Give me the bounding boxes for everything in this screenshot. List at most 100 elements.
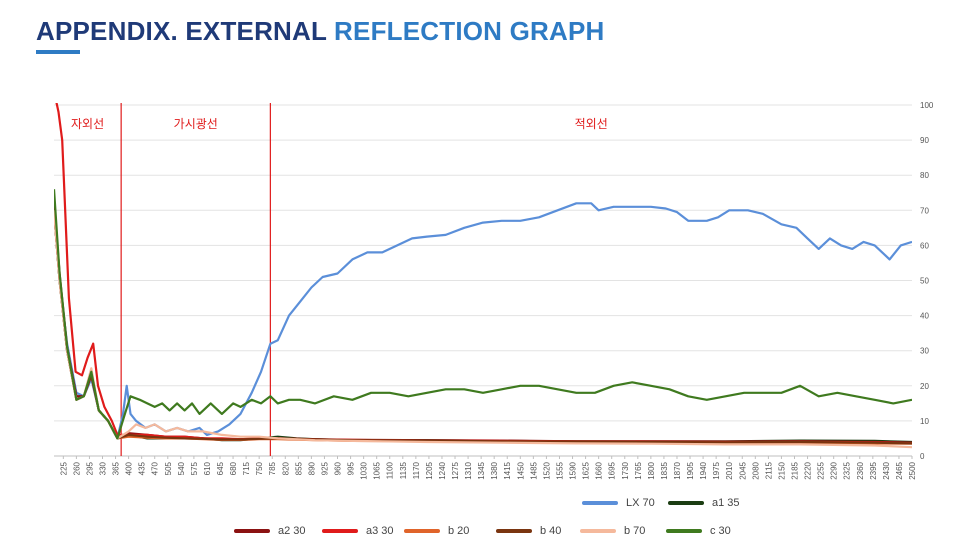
legend-swatch	[322, 529, 358, 533]
x-tick-label: 435	[138, 461, 147, 475]
legend-label: a2 30	[278, 525, 306, 537]
legend-item: b 40	[496, 525, 561, 537]
x-tick-label: 2360	[856, 461, 865, 479]
x-tick-label: 1660	[595, 461, 604, 479]
legend-swatch	[668, 501, 704, 505]
x-tick-label: 925	[320, 461, 329, 475]
x-tick-label: 820	[281, 461, 290, 475]
series-line	[54, 210, 912, 449]
x-tick-label: 2325	[843, 461, 852, 479]
y-tick-label: 70	[920, 206, 929, 215]
x-tick-label: 1170	[412, 461, 421, 479]
series-line	[55, 103, 912, 445]
x-tick-label: 575	[190, 461, 199, 475]
legend-swatch	[234, 529, 270, 533]
page-title-part1: APPENDIX. EXTERNAL	[36, 16, 335, 46]
x-tick-label: 1765	[634, 461, 643, 479]
y-tick-label: 60	[920, 241, 929, 250]
x-tick-label: 2220	[804, 461, 813, 479]
legend-item: b 70	[580, 525, 645, 537]
x-tick-label: 540	[177, 461, 186, 475]
y-tick-label: 90	[920, 136, 929, 145]
x-tick-label: 1800	[647, 461, 656, 479]
x-tick-label: 330	[98, 461, 107, 475]
x-tick-label: 1135	[399, 461, 408, 479]
x-tick-label: 1905	[686, 461, 695, 479]
x-tick-label: 1730	[621, 461, 630, 479]
series-line	[54, 203, 912, 444]
x-tick-label: 750	[255, 461, 264, 475]
x-tick-label: 225	[59, 461, 68, 475]
x-tick-label: 715	[242, 461, 251, 475]
series-line	[54, 202, 912, 440]
x-tick-label: 785	[268, 461, 277, 475]
legend-label: b 40	[540, 525, 562, 537]
x-tick-label: 610	[203, 461, 212, 475]
page-title: APPENDIX. EXTERNAL REFLECTION GRAPH	[36, 16, 604, 47]
x-tick-label: 2115	[764, 461, 773, 479]
legend-swatch	[496, 529, 532, 533]
x-tick-label: 1870	[673, 461, 682, 479]
legend-label: a3 30	[366, 525, 394, 537]
x-tick-label: 1485	[529, 461, 538, 479]
x-tick-label: 960	[334, 461, 343, 475]
x-tick-label: 1205	[425, 461, 434, 479]
legend-item: LX 70	[582, 497, 655, 509]
x-tick-label: 1940	[699, 461, 708, 479]
x-tick-label: 2150	[777, 461, 786, 479]
legend-swatch	[404, 529, 440, 533]
title-underline	[36, 50, 80, 54]
legend-item: a2 30	[234, 525, 306, 537]
x-tick-label: 1450	[516, 461, 525, 479]
legend-swatch	[580, 529, 616, 533]
x-tick-label: 1555	[555, 461, 564, 479]
x-tick-label: 260	[72, 461, 81, 475]
x-tick-label: 2395	[869, 461, 878, 479]
x-tick-label: 1695	[608, 461, 617, 479]
y-tick-label: 0	[920, 452, 925, 461]
legend-label: a1 35	[712, 497, 740, 509]
x-tick-label: 400	[125, 461, 134, 475]
region-label: 적외선	[575, 117, 608, 131]
y-tick-label: 40	[920, 312, 929, 321]
x-tick-label: 2045	[738, 461, 747, 479]
series-line	[54, 189, 912, 440]
x-tick-label: 1240	[438, 461, 447, 479]
legend-label: b 20	[448, 525, 470, 537]
x-tick-label: 1310	[464, 461, 473, 479]
legend-item: a1 35	[668, 497, 740, 509]
x-tick-label: 1380	[490, 461, 499, 479]
y-tick-label: 30	[920, 347, 929, 356]
x-tick-label: 1415	[503, 461, 512, 479]
legend-label: c 30	[710, 525, 731, 537]
x-tick-label: 2430	[882, 461, 891, 479]
x-tick-label: 855	[294, 461, 303, 475]
x-tick-label: 1030	[360, 461, 369, 479]
legend-item: c 30	[666, 525, 731, 537]
legend-swatch	[582, 501, 618, 505]
x-tick-label: 1065	[373, 461, 382, 479]
x-tick-label: 645	[216, 461, 225, 475]
y-tick-label: 80	[920, 171, 929, 180]
x-tick-label: 1100	[386, 461, 395, 479]
x-tick-label: 1275	[451, 461, 460, 479]
x-tick-label: 1520	[542, 461, 551, 479]
x-tick-label: 295	[85, 461, 94, 475]
x-tick-label: 1625	[582, 461, 591, 479]
y-tick-label: 20	[920, 382, 929, 391]
x-tick-label: 2255	[817, 461, 826, 479]
legend-label: b 70	[624, 525, 646, 537]
x-tick-label: 680	[229, 461, 238, 475]
legend-label: LX 70	[626, 497, 655, 509]
legend-swatch	[666, 529, 702, 533]
x-tick-label: 995	[347, 461, 356, 475]
x-tick-label: 2500	[908, 461, 917, 479]
region-label: 가시광선	[174, 117, 218, 131]
x-tick-label: 2465	[895, 461, 904, 479]
x-tick-label: 2290	[830, 461, 839, 479]
y-tick-label: 10	[920, 417, 929, 426]
x-tick-label: 1975	[712, 461, 721, 479]
legend-item: a3 30	[322, 525, 394, 537]
x-tick-label: 1590	[569, 461, 578, 479]
